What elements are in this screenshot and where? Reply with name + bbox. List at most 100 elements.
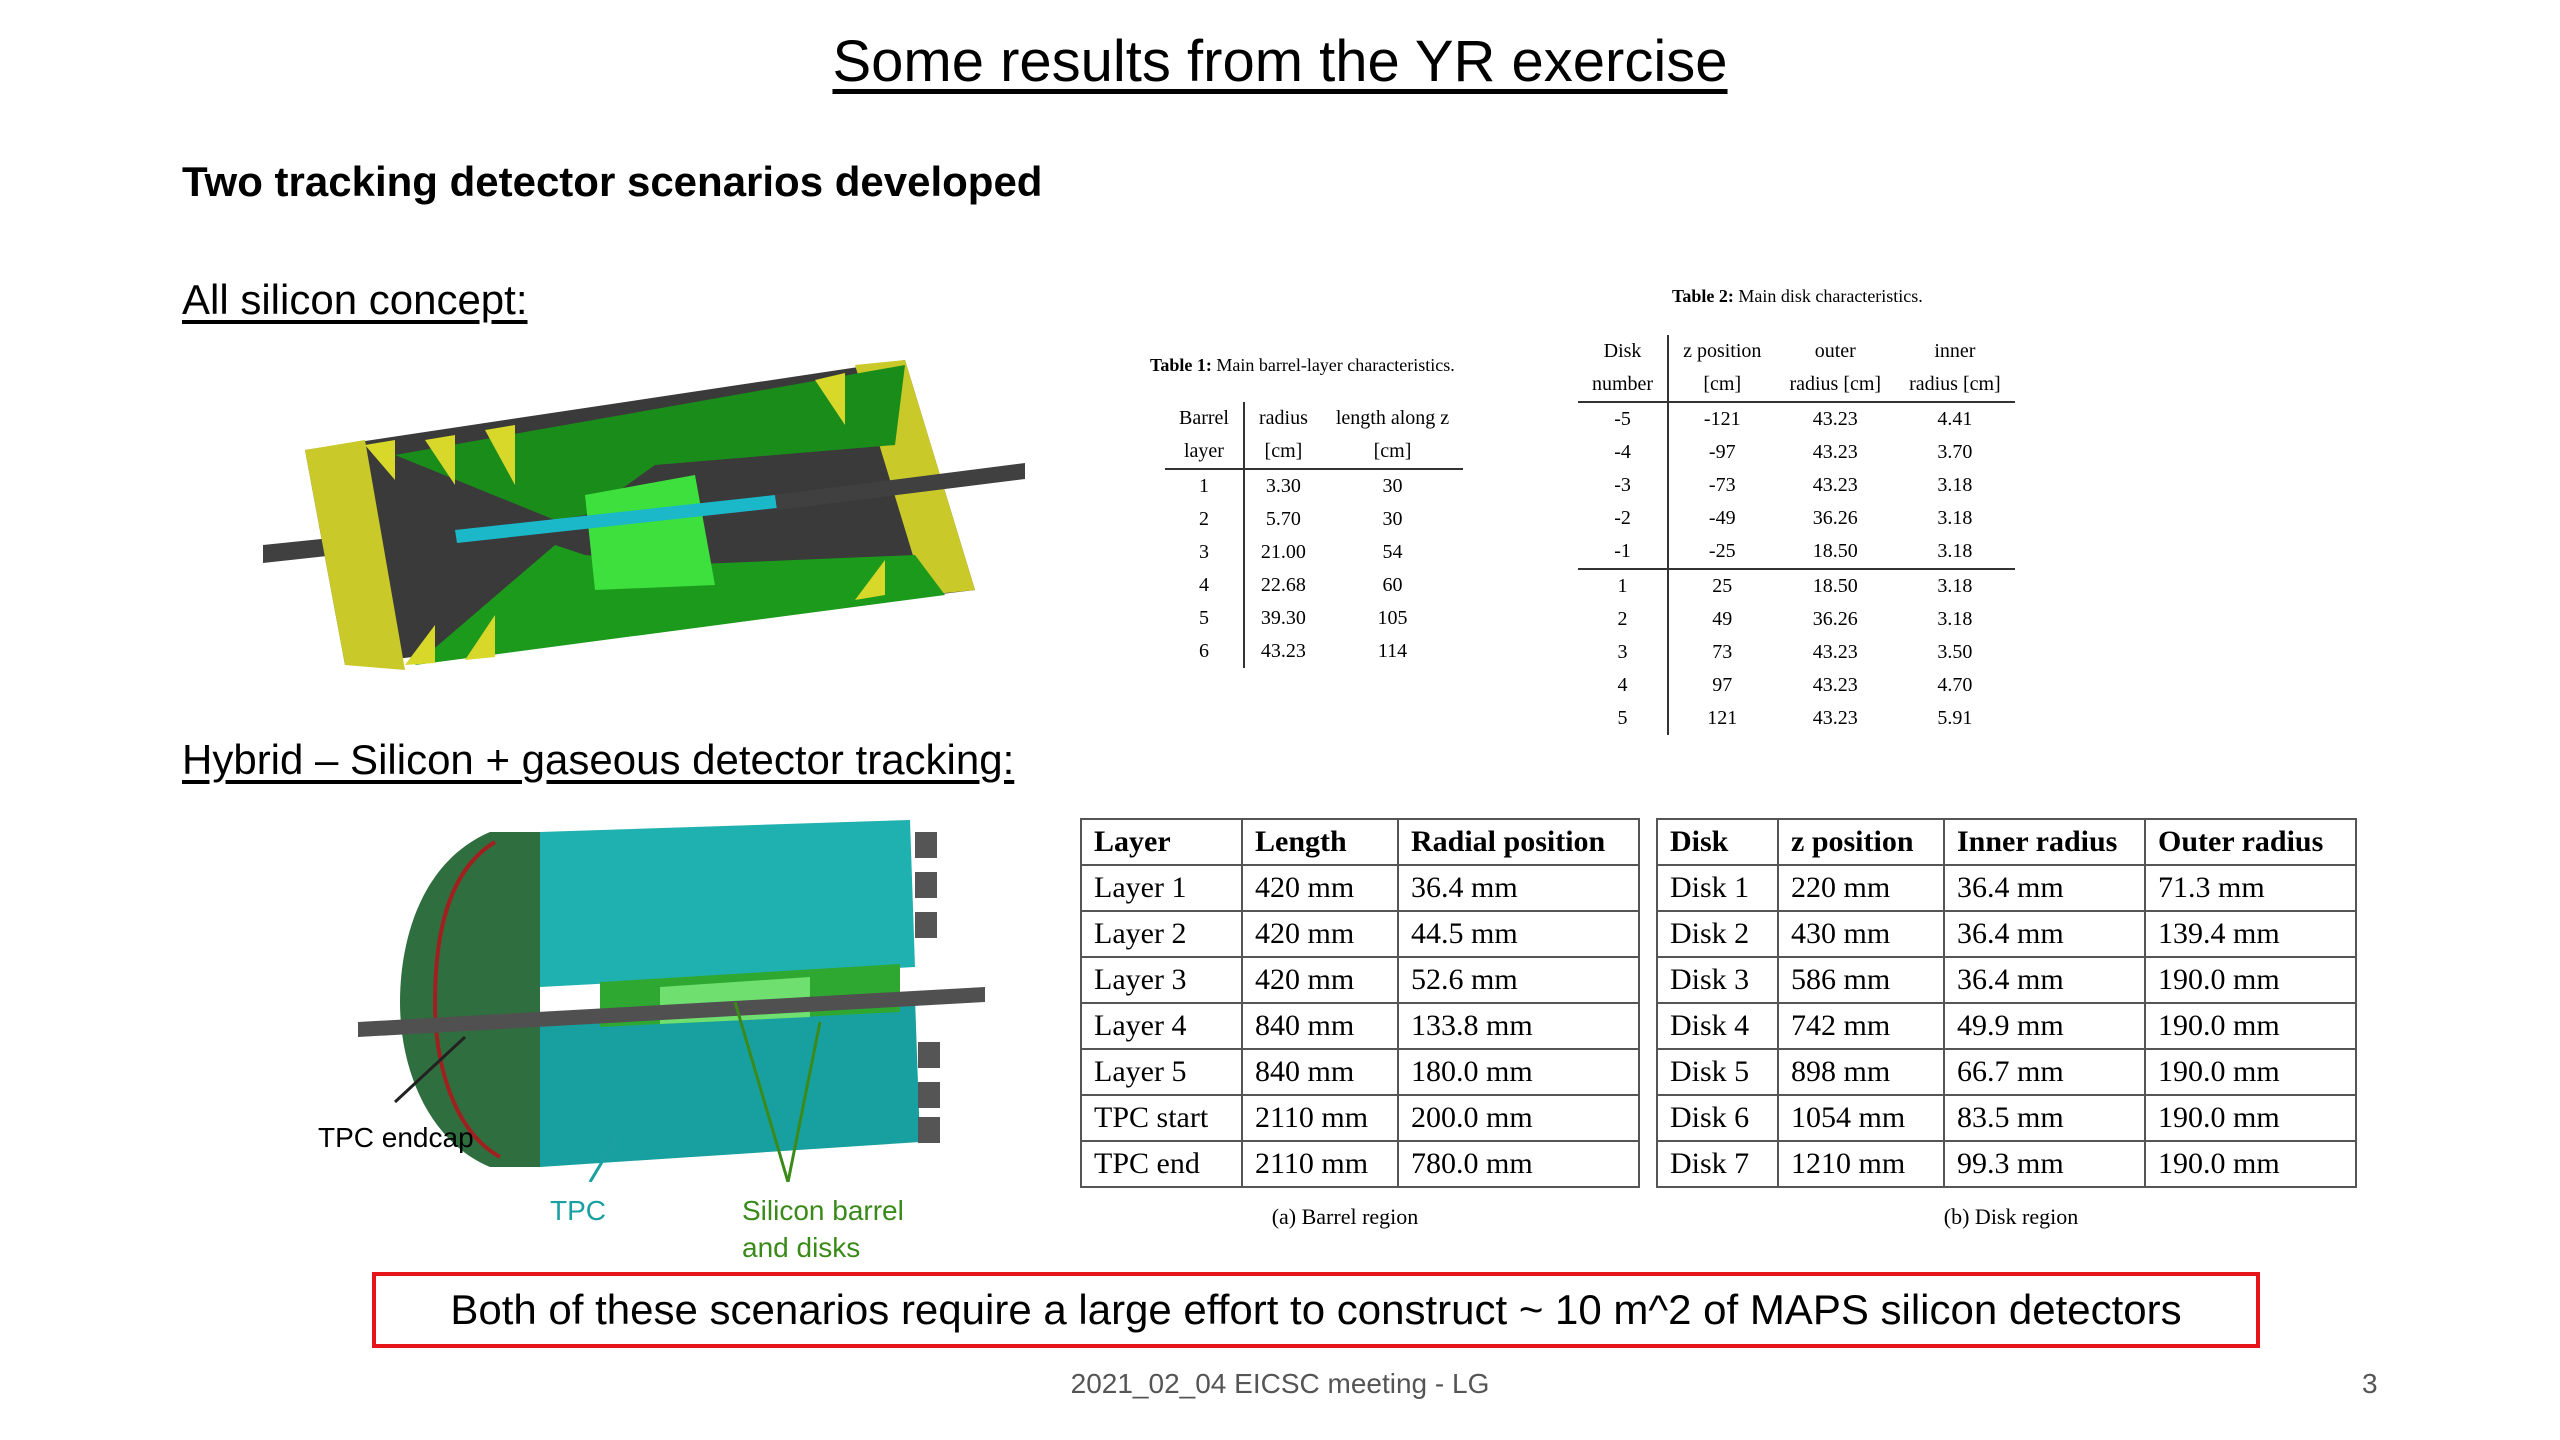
cell: 3.30 xyxy=(1265,475,1301,497)
table-row: Disk 3 586 mm 36.4 mm 190.0 mm xyxy=(1656,956,2357,1004)
barrel-region-table: Layer Length Radial position Layer 1 420 … xyxy=(1080,818,1640,1188)
cell: 43.23 xyxy=(1260,640,1306,662)
cell: 2 xyxy=(1578,603,1670,636)
tpc-label: TPC xyxy=(550,1195,606,1226)
cell: 420 mm xyxy=(1241,910,1399,958)
cell: 3.18 xyxy=(1937,474,1973,496)
t3-header: Layer xyxy=(1080,818,1243,866)
cell: 840 mm xyxy=(1241,1048,1399,1096)
cell: -3 xyxy=(1578,469,1670,502)
table-row: 4 97 43.23 4.70 xyxy=(1578,669,2015,702)
table-row: Layer 5 840 mm 180.0 mm xyxy=(1080,1048,1640,1096)
table-row: Layer 2 420 mm 44.5 mm xyxy=(1080,910,1640,958)
cell: Disk 1 xyxy=(1656,864,1779,912)
t1-header: length along z xyxy=(1335,407,1450,429)
cell: 420 mm xyxy=(1241,956,1399,1004)
slide-footer: 2021_02_04 EICSC meeting - LG xyxy=(1070,1368,1490,1399)
silicon-label-line2: and disks xyxy=(742,1232,861,1263)
cell: 60 xyxy=(1382,574,1403,596)
cell: 4.70 xyxy=(1937,674,1973,696)
cell: 200.0 mm xyxy=(1397,1094,1640,1142)
t2-header: z position xyxy=(1683,340,1762,362)
cell: 43.23 xyxy=(1812,641,1858,663)
table-row: TPC end 2110 mm 780.0 mm xyxy=(1080,1140,1640,1188)
cell: 6 xyxy=(1165,635,1245,668)
cell: -49 xyxy=(1708,507,1736,529)
cell: Disk 3 xyxy=(1656,956,1779,1004)
table-row: Disk 4 742 mm 49.9 mm 190.0 mm xyxy=(1656,1002,2357,1050)
table-row: -5 -121 43.23 4.41 xyxy=(1578,402,2015,436)
cell: 4 xyxy=(1165,569,1245,602)
t2-header: radius [cm] xyxy=(1895,368,2015,403)
cell: 180.0 mm xyxy=(1397,1048,1640,1096)
cell: -4 xyxy=(1578,436,1670,469)
cell: TPC end xyxy=(1080,1140,1243,1188)
cell: 5 xyxy=(1578,702,1670,735)
tpc-endcap-label: TPC endcap xyxy=(318,1122,474,1153)
conclusion-box: Both of these scenarios require a large … xyxy=(372,1272,2260,1348)
cell: -73 xyxy=(1708,474,1736,496)
cell: 18.50 xyxy=(1775,568,1896,603)
cell: 3.18 xyxy=(1937,507,1973,529)
table-row: 2 5.70 30 xyxy=(1165,503,1463,536)
table-row: 3 21.00 54 xyxy=(1165,536,1463,569)
cell: Layer 3 xyxy=(1080,956,1243,1004)
t1-header: radius xyxy=(1258,407,1308,429)
cell: Disk 4 xyxy=(1656,1002,1779,1050)
cell: 3 xyxy=(1578,636,1670,669)
table-row: -2 -49 36.26 3.18 xyxy=(1578,502,2015,535)
table1-caption-label: Table 1: xyxy=(1150,355,1212,375)
table-row: 6 43.23 114 xyxy=(1165,635,1463,668)
cell: 97 xyxy=(1712,674,1733,696)
cell: -2 xyxy=(1578,502,1670,535)
section-hybrid: Hybrid – Silicon + gaseous detector trac… xyxy=(182,736,1015,783)
cell: 190.0 mm xyxy=(2144,1140,2357,1188)
t3-header: Radial position xyxy=(1397,818,1640,866)
table-row: Layer 1 420 mm 36.4 mm xyxy=(1080,864,1640,912)
table-row: -1 -25 18.50 3.18 xyxy=(1578,535,2015,569)
t4-header: Outer radius xyxy=(2144,818,2357,866)
table-row: 1 25 18.50 3.18 xyxy=(1578,568,2015,603)
cell: 2110 mm xyxy=(1241,1094,1399,1142)
cell: -25 xyxy=(1708,540,1736,562)
cell: 43.23 xyxy=(1812,474,1858,496)
table1-caption: Table 1: Main barrel-layer characteristi… xyxy=(1150,355,1455,376)
table-row: TPC start 2110 mm 200.0 mm xyxy=(1080,1094,1640,1142)
cell: 43.23 xyxy=(1812,441,1858,463)
cell: 190.0 mm xyxy=(2144,1048,2357,1096)
table1-caption-text: Main barrel-layer characteristics. xyxy=(1216,355,1455,375)
cell: 3.18 xyxy=(1937,540,1973,562)
page-number: 3 xyxy=(2362,1368,2378,1399)
t2-header: Disk xyxy=(1578,335,1670,368)
cell: 5.70 xyxy=(1265,508,1301,530)
table4-caption: (b) Disk region xyxy=(1943,1204,2079,1229)
t4-header: Disk xyxy=(1656,818,1779,866)
cell: 43.23 xyxy=(1812,707,1858,729)
cell: -1 xyxy=(1578,535,1670,569)
slide-title: Some results from the YR exercise xyxy=(832,29,1728,94)
cell: 49.9 mm xyxy=(1943,1002,2146,1050)
cell: 36.4 mm xyxy=(1943,910,2146,958)
cell: 99.3 mm xyxy=(1943,1140,2146,1188)
cell: 43.23 xyxy=(1812,674,1858,696)
cell: 5.91 xyxy=(1937,707,1973,729)
cell: 220 mm xyxy=(1777,864,1945,912)
t2-header: number xyxy=(1578,368,1670,403)
cell: Disk 7 xyxy=(1656,1140,1779,1188)
cell: 30 xyxy=(1382,508,1403,530)
t1-header: layer xyxy=(1165,435,1245,470)
cell: 36.4 mm xyxy=(1943,956,2146,1004)
section-all-silicon: All silicon concept: xyxy=(182,276,528,323)
table-row: Disk 6 1054 mm 83.5 mm 190.0 mm xyxy=(1656,1094,2357,1142)
cell: 44.5 mm xyxy=(1397,910,1640,958)
table-row: -4 -97 43.23 3.70 xyxy=(1578,436,2015,469)
conclusion-text: Both of these scenarios require a large … xyxy=(450,1286,2182,1333)
t1-header: Barrel xyxy=(1165,402,1245,435)
table2-caption-label: Table 2: xyxy=(1672,286,1734,306)
cell: 1210 mm xyxy=(1777,1140,1945,1188)
cell: 36.26 xyxy=(1812,507,1858,529)
cell: 121 xyxy=(1707,707,1738,729)
t2-header: inner xyxy=(1934,340,1976,362)
table2-caption: Table 2: Main disk characteristics. xyxy=(1672,286,1923,307)
table-row: Disk 5 898 mm 66.7 mm 190.0 mm xyxy=(1656,1048,2357,1096)
